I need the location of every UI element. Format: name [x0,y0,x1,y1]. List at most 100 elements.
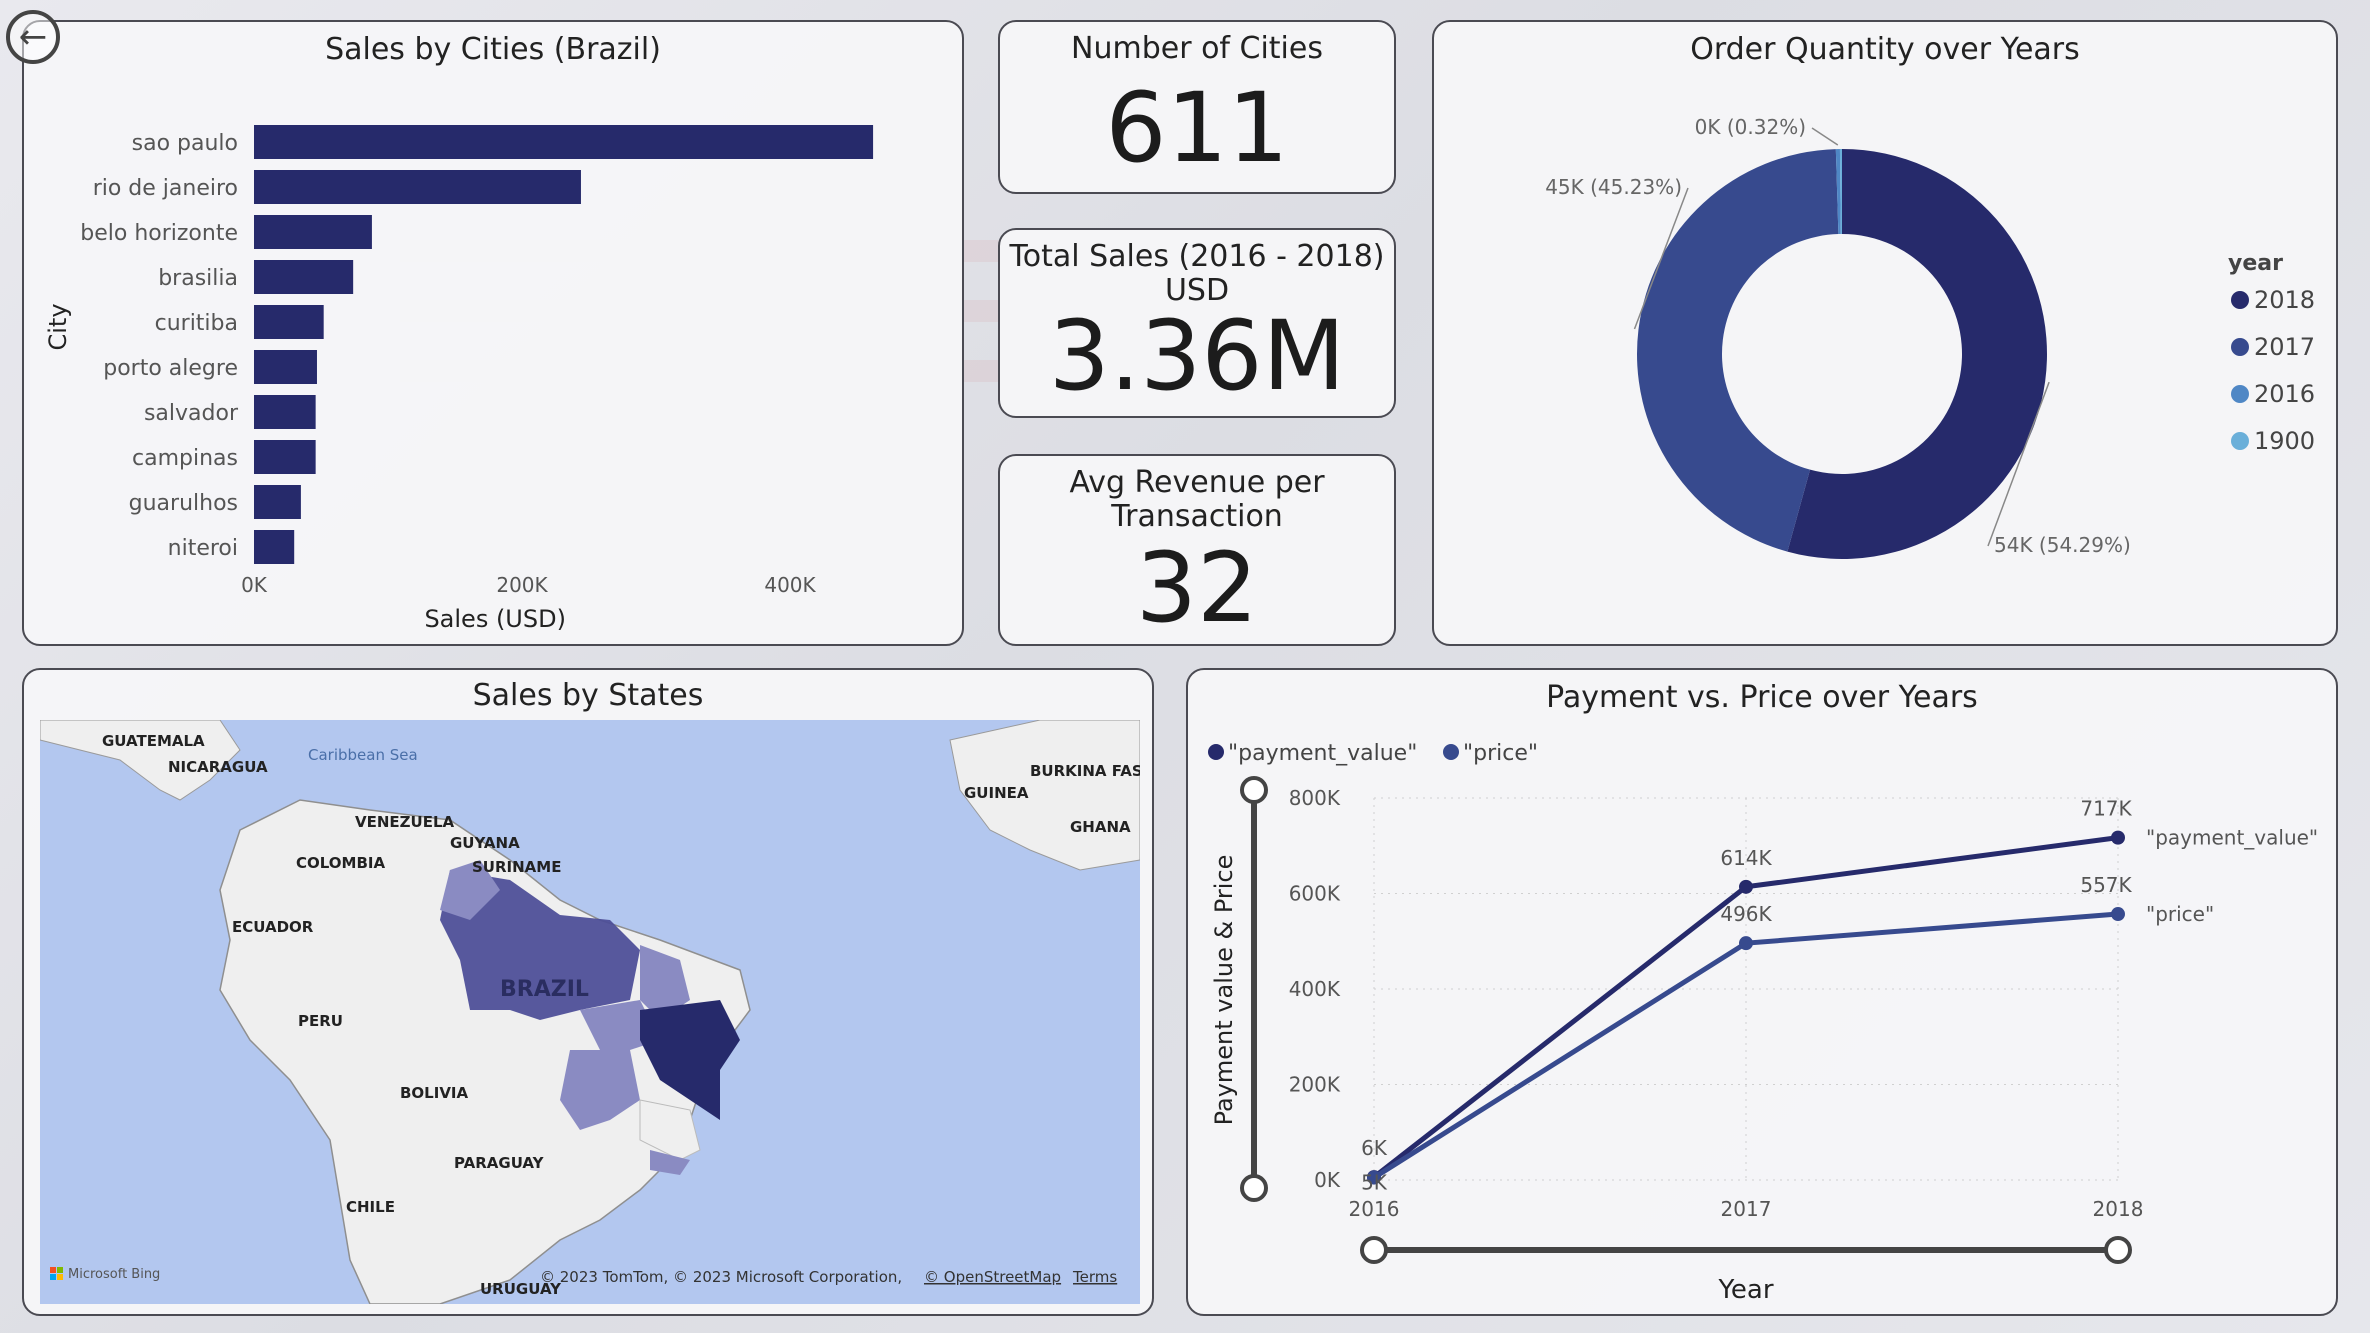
bar-x-tick-label: 0K [241,573,268,597]
donut-legend-marker [2231,385,2249,403]
map-label-uruguay: URUGUAY [480,1280,562,1298]
donut-data-label: 45K (45.23%) [1545,175,1682,199]
map-label-chile: CHILE [346,1198,395,1216]
land-south-america [219,799,751,1304]
donut-legend-label[interactable]: 2018 [2254,286,2315,314]
map-label-burkina: BURKINA FASO [1030,762,1140,780]
line-y-tick-label: 0K [1314,1168,1341,1192]
map-label-ghana: GHANA [1070,818,1131,836]
y-range-slider-handle-bottom[interactable] [1240,1174,1268,1202]
kpi-avg-value: 32 [1135,532,1259,644]
sales-by-states-card: Sales by States GUATEMALA NICARAGUA Cari… [22,668,1154,1316]
bar-category-label: sao paulo [132,131,238,156]
line-series-end-label: "price" [2146,902,2214,926]
bar-category-label: belo horizonte [80,221,238,246]
land-africa [949,720,1140,871]
line-data-label: 717K [2080,797,2132,821]
kpi-total-sales: Total Sales (2016 - 2018) USD 3.36M [998,228,1396,418]
cities-chart-title: Sales by Cities (Brazil) [325,32,661,67]
bar-category-label: rio de janeiro [93,176,238,201]
city-bar[interactable] [254,485,301,519]
line-data-label: 496K [1720,902,1772,926]
city-bar[interactable] [254,125,874,159]
line-x-tick-label: 2018 [2093,1197,2144,1221]
line-series-end-label: "payment_value" [2146,826,2318,850]
bar-category-label: porto alegre [103,356,238,381]
donut-slice[interactable] [1787,149,2047,559]
sales-map[interactable]: GUATEMALA NICARAGUA Caribbean Sea VENEZU… [40,720,1140,1304]
line-y-tick-label: 400K [1289,977,1341,1001]
donut-legend-label[interactable]: 1900 [2254,427,2315,455]
line-data-label: 614K [1720,846,1772,870]
line-legend-label[interactable]: "price" [1463,741,1538,766]
line-point[interactable] [1739,936,1753,951]
city-bar[interactable] [254,530,295,564]
bar-y-axis-label: City [44,303,72,350]
line-legend-label[interactable]: "payment_value" [1228,741,1417,766]
line-data-label: 6K [1361,1136,1388,1160]
map-label-brazil: BRAZIL [500,977,589,1002]
state-bahia [640,1000,740,1120]
state-goias [560,1050,640,1130]
back-arrow-icon[interactable]: ← [6,10,60,64]
city-bar[interactable] [254,350,317,384]
map-label-colombia: COLOMBIA [296,854,385,872]
kpi-avg-revenue: Avg Revenue per Transaction 32 [998,454,1396,646]
map-label-caribbean: Caribbean Sea [308,746,418,764]
map-label-paraguay: PARAGUAY [454,1154,545,1172]
donut-slice[interactable] [1839,149,1842,235]
line-legend-marker [1208,744,1224,760]
line-y-tick-label: 600K [1289,882,1341,906]
city-bar[interactable] [254,305,324,339]
land-central-america [40,720,241,801]
line-point[interactable] [2111,830,2125,845]
bing-logo-icon [50,1267,56,1273]
city-bar[interactable] [254,260,354,294]
line-x-tick-label: 2016 [1349,1197,1400,1221]
bing-logo-icon-part [50,1274,56,1280]
sales-by-cities-card: Sales by Cities (Brazil) sao paulo rio de… [22,20,964,646]
city-bar[interactable] [254,440,316,474]
line-point[interactable] [2111,907,2125,922]
city-bar[interactable] [254,395,316,429]
donut-slice[interactable] [1637,149,1839,552]
kpi-sales-title-line2: USD [1164,273,1230,308]
map-attribution: © 2023 TomTom, © 2023 Microsoft Corporat… [540,1268,902,1286]
line-x-tick-label: 2017 [1721,1197,1772,1221]
bar-category-label: guarulhos [129,491,238,516]
bar-category-label: campinas [132,446,238,471]
kpi-cities-title: Number of Cities [1071,31,1323,66]
donut-legend-label[interactable]: 2016 [2254,380,2315,408]
bar-x-axis-label: Sales (USD) [424,605,566,633]
x-range-slider-handle-left[interactable] [1360,1236,1388,1264]
map-terms-link[interactable]: Terms [1072,1268,1117,1286]
map-label-ecuador: ECUADOR [232,918,314,936]
donut-slice[interactable] [1835,149,1841,235]
line-chart-title: Payment vs. Price over Years [1546,680,1978,715]
map-label-guyana: GUYANA [450,834,520,852]
city-bar[interactable] [254,215,372,249]
line-x-axis-label: Year [1717,1275,1773,1305]
map-osm-link[interactable]: © OpenStreetMap [924,1268,1061,1286]
order-quantity-card: Order Quantity over Years 54K (54.29%) 45… [1432,20,2338,646]
kpi-sales-title-line1: Total Sales (2016 - 2018) [1009,239,1385,274]
donut-chart-title: Order Quantity over Years [1690,32,2080,67]
y-range-slider-handle-top[interactable] [1240,776,1268,804]
kpi-avg-title-line1: Avg Revenue per [1069,465,1325,500]
line-point[interactable] [1367,1170,1381,1185]
bing-logo-icon-part [57,1274,63,1280]
x-range-slider-handle-right[interactable] [2104,1236,2132,1264]
donut-legend-marker [2231,291,2249,309]
bar-x-tick-label: 200K [496,573,548,597]
donut-legend-label[interactable]: 2017 [2254,333,2315,361]
line-y-tick-label: 800K [1289,786,1341,810]
map-label-guinea: GUINEA [964,784,1029,802]
kpi-avg-title-line2: Transaction [1111,499,1283,534]
map-title: Sales by States [472,678,704,713]
line-point[interactable] [1739,879,1753,894]
city-bar[interactable] [254,170,581,204]
map-label-venezuela: VENEZUELA [355,813,455,831]
map-label-guatemala: GUATEMALA [102,732,205,750]
donut-data-label: 0K (0.32%) [1695,115,1806,139]
bing-label: Microsoft Bing [68,1267,160,1282]
